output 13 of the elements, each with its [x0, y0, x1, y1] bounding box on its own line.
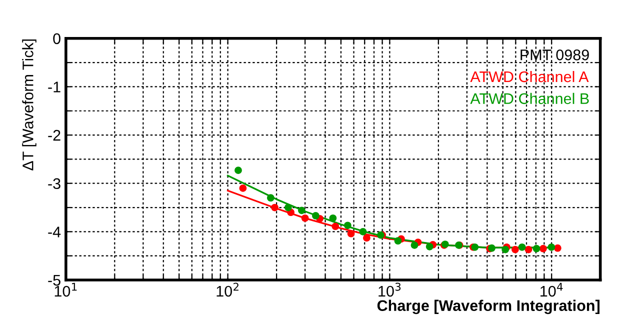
y-tick-label: -1: [48, 82, 60, 92]
y-tick-label: -2: [48, 130, 60, 141]
text: ATWD Channel A: [470, 70, 589, 82]
x-tick-label: 10$^{3}$: [378, 282, 401, 297]
y-axis-title: ΔT [Waveform Tick]: [22, 39, 36, 170]
y-tick-label: -4: [48, 226, 61, 238]
text: ATWD Channel B: [470, 92, 589, 104]
y-tick-label: -3: [48, 178, 60, 190]
x-tick-label: 10$^{2}$: [216, 282, 238, 297]
y-tick-label: 0: [53, 33, 60, 44]
x-tick-label: 10$^{4}$: [540, 282, 563, 297]
x-axis-title: Charge [Waveform Integration]: [377, 300, 600, 314]
legend-title: PMT 0989: [520, 50, 589, 60]
